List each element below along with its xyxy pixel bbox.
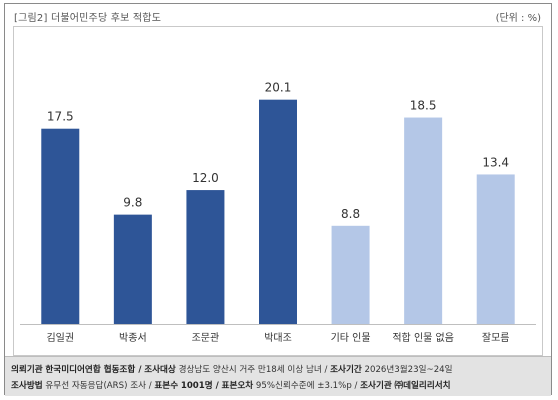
client-value: 한국미디어연합 협동조합 / (45, 365, 142, 375)
value-label-6: 18.5 (410, 99, 437, 113)
value-label-7: 13.4 (482, 155, 509, 169)
category-label-3: 조문관 (192, 332, 220, 344)
survey-info-line-2: 조사방법 유무선 자동응답(ARS) 조사 / 표본수 1001명 / 표본오차… (11, 379, 451, 391)
figure-frame: [그림2] 더불어민주당 후보 적합도 (단위 : %) 17.5 김일권 9.8 박… (4, 3, 552, 396)
unit-label: (단위 : %) (495, 13, 541, 24)
value-label-1: 17.5 (47, 110, 74, 124)
period-value: 2026년3월23일~24일 (364, 365, 453, 375)
category-label-6: 적합 인물 없음 (392, 331, 454, 344)
figure-title: [그림2] 더불어민주당 후보 적합도 (14, 13, 162, 24)
margin-value: 95%신뢰수준에 ±3.1%p / (255, 381, 358, 391)
category-label-4: 박대조 (264, 332, 292, 344)
bar-6 (404, 117, 443, 324)
value-label-4: 20.1 (265, 81, 292, 95)
bar-4 (259, 99, 297, 325)
target-key: 조사대상 (144, 365, 176, 375)
target-value: 경상남도 양산시 거주 만18세 이상 남녀 / (178, 365, 328, 375)
figure-header: [그림2] 더불어민주당 후보 적합도 (단위 : %) (5, 4, 551, 26)
bar-chart: 17.5 김일권 9.8 박종서 12.0 조문관 20.1 박대조 8.8 기타 인물 18.5 적… (20, 81, 536, 344)
value-label-3: 12.0 (192, 171, 219, 185)
category-label-7: 잘모름 (482, 332, 510, 344)
agency-value: ㈜데일리리서치 (394, 381, 451, 391)
category-label-5: 기타 인물 (331, 332, 371, 344)
bar-5 (331, 225, 370, 324)
bar-2 (113, 214, 152, 324)
client-key: 의뢰기관 (11, 365, 43, 375)
value-label-2: 9.8 (123, 196, 142, 210)
survey-info-footer: 의뢰기관 한국미디어연합 협동조합 / 조사대상 경상남도 양산시 거주 만18… (5, 356, 551, 396)
method-value: 유무선 자동응답(ARS) 조사 / (45, 381, 152, 391)
method-key: 조사방법 (11, 381, 43, 391)
survey-info-line-1: 의뢰기관 한국미디어연합 협동조합 / 조사대상 경상남도 양산시 거주 만18… (11, 363, 453, 375)
chart-area: 17.5 김일권 9.8 박종서 12.0 조문관 20.1 박대조 8.8 기타 인물 18.5 적… (13, 26, 543, 356)
category-label-1: 김일권 (46, 332, 74, 344)
bar-3 (186, 190, 225, 324)
agency-key: 조사기관 (360, 381, 392, 391)
bar-1 (41, 128, 80, 324)
margin-key: 표본오차 (221, 381, 254, 391)
value-label-5: 8.8 (341, 207, 360, 221)
period-key: 조사기간 (330, 365, 362, 375)
bar-7 (476, 174, 515, 324)
category-label-2: 박종서 (119, 332, 147, 344)
sample-size-value: 1001명 / (180, 381, 219, 391)
sample-size-key: 표본수 (154, 381, 179, 391)
